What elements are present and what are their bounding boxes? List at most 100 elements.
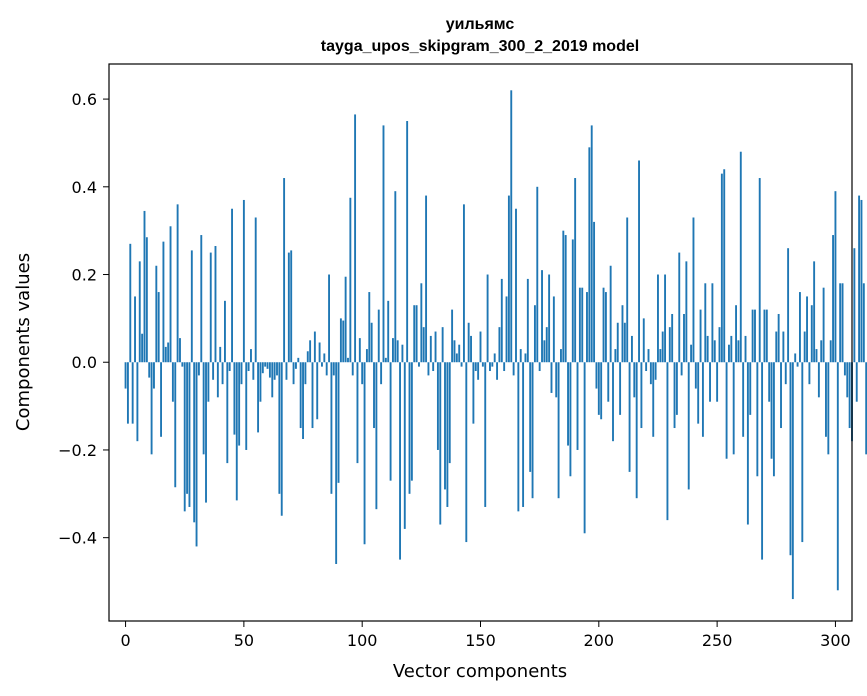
bar [330, 362, 333, 494]
bar [252, 362, 255, 380]
bar [250, 349, 252, 363]
bar [803, 331, 806, 363]
bar [839, 283, 842, 363]
bar [754, 309, 756, 363]
y-tick-label: 0.2 [72, 266, 97, 285]
bar [451, 309, 454, 363]
bar [784, 362, 787, 385]
bar [583, 362, 586, 534]
bar [347, 357, 349, 363]
bar [586, 292, 588, 363]
bar [408, 362, 411, 494]
bar [772, 362, 775, 477]
bar [302, 362, 304, 439]
bar [683, 313, 685, 363]
bar [557, 362, 560, 499]
bar [550, 362, 553, 393]
bar [131, 362, 134, 424]
bar [765, 309, 768, 363]
bar [569, 362, 572, 477]
bar [280, 362, 283, 516]
bar [176, 204, 179, 363]
bar [136, 362, 139, 442]
bar [413, 305, 416, 363]
bar [266, 362, 269, 369]
bar [794, 353, 797, 363]
bar [732, 362, 735, 455]
bar [276, 362, 278, 376]
y-tick-label: −0.2 [58, 441, 97, 460]
bar [739, 151, 742, 363]
bar [694, 362, 697, 389]
bar [257, 362, 260, 433]
bar [145, 237, 148, 363]
bar [709, 362, 711, 402]
bar [179, 338, 181, 363]
bar [675, 362, 678, 415]
bar [815, 349, 818, 363]
bar [789, 362, 792, 556]
bar [304, 362, 307, 385]
bar [247, 362, 250, 372]
bar [664, 274, 667, 363]
bar [361, 362, 364, 385]
bar [507, 195, 510, 363]
bar [775, 331, 778, 363]
bar [529, 362, 532, 472]
bar [853, 248, 856, 363]
bar [668, 327, 671, 363]
bar [808, 362, 811, 385]
bar [735, 305, 737, 363]
bar [356, 362, 359, 464]
bar [595, 362, 598, 389]
bar [810, 305, 813, 363]
bar [328, 274, 330, 363]
bar [524, 353, 527, 363]
y-axis-ticks: −0.4 −0.2 0.0 0.2 0.4 0.6 [58, 90, 109, 548]
bar [855, 362, 858, 402]
bar [801, 362, 804, 543]
bar [197, 362, 200, 376]
bar [701, 362, 704, 437]
bar [671, 313, 674, 363]
bar [661, 331, 664, 363]
bar [484, 362, 487, 507]
bar [325, 362, 328, 376]
bar [493, 353, 496, 363]
bar [704, 283, 707, 363]
bar [394, 191, 397, 363]
bar [368, 292, 371, 363]
bar [406, 121, 409, 363]
bar [711, 283, 714, 363]
bar [446, 362, 449, 507]
bar [825, 362, 827, 437]
bar [297, 357, 300, 363]
bar [628, 362, 631, 472]
bar [460, 362, 463, 367]
bar [834, 191, 837, 363]
bar [377, 309, 380, 363]
bar [522, 362, 525, 507]
bar [510, 90, 513, 363]
bar [448, 362, 451, 464]
bar [666, 362, 669, 521]
bar [292, 362, 295, 385]
bar [271, 362, 274, 398]
bar [820, 340, 823, 363]
bar [770, 362, 773, 459]
bar [538, 362, 541, 372]
bar [335, 362, 338, 564]
bar [164, 346, 167, 363]
bar [380, 362, 383, 385]
bar [626, 217, 629, 363]
bar [183, 362, 186, 512]
bar [268, 362, 271, 378]
bar [332, 362, 335, 376]
chart-subtitle: tayga_upos_skipgram_300_2_2019 model [321, 38, 639, 55]
bar [216, 362, 219, 398]
bar [337, 362, 340, 483]
bar [725, 362, 728, 459]
x-axis-ticks: 0 50 100 150 200 250 300 [120, 621, 851, 650]
bar [652, 362, 655, 437]
bar [612, 362, 614, 442]
